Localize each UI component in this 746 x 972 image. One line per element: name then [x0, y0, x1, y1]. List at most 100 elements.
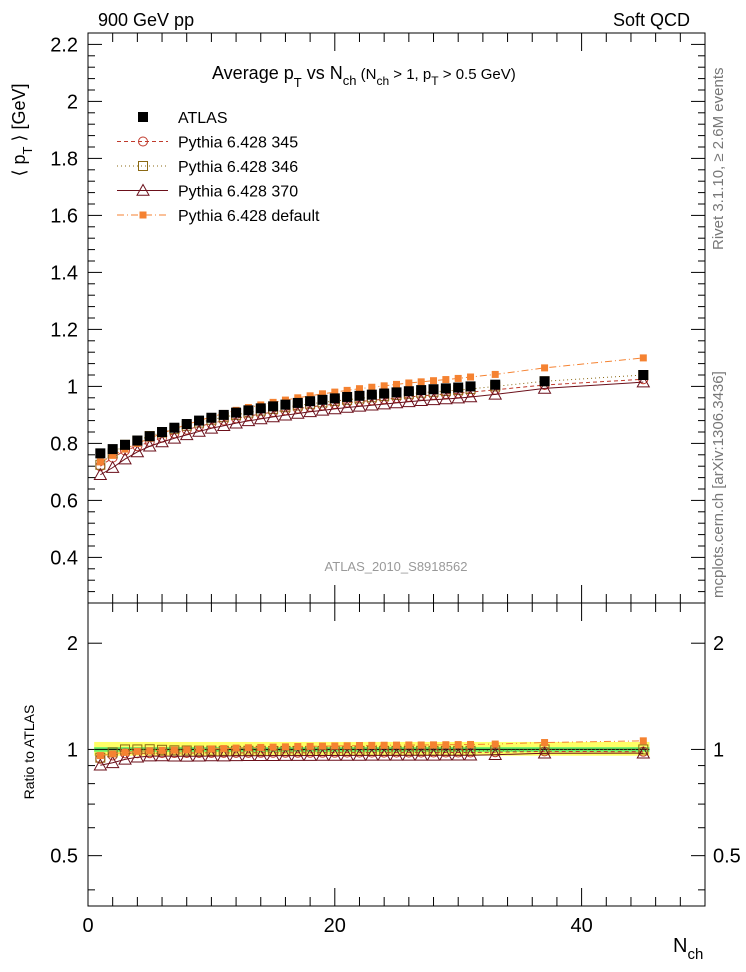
ratio-y-tick-label-right: 0.5	[713, 846, 741, 868]
data-point-pythia-6-428-default	[639, 354, 647, 362]
data-point-pythia-6-428-default	[491, 370, 499, 378]
data-point-pythia-6-428-370	[167, 431, 182, 444]
ratio-point-pythia-6-428-default	[158, 746, 166, 754]
legend-label-atlas: ATLAS	[178, 110, 228, 127]
data-point-pythia-6-428-370	[426, 392, 441, 406]
data-point-pythia-6-428-370	[327, 401, 342, 415]
data-point-atlas	[366, 389, 377, 400]
data-point-atlas	[453, 382, 464, 393]
data-point-atlas	[354, 390, 365, 401]
data-point-pythia-6-428-370	[439, 391, 453, 405]
data-point-pythia-6-428-370	[266, 409, 280, 423]
ratio-point-pythia-6-428-default	[133, 747, 141, 755]
data-point-atlas	[391, 387, 402, 398]
ratio-point-pythia-6-428-370	[204, 748, 219, 762]
data-point-pythia-6-428-370	[204, 421, 219, 434]
ratio-point-pythia-6-428-370	[364, 748, 379, 761]
ratio-point-pythia-6-428-370	[340, 748, 354, 761]
legend-label-pythia-6-428-346: Pythia 6.428 346	[178, 159, 298, 176]
data-point-pythia-6-428-370	[451, 391, 466, 404]
ratio-point-pythia-6-428-default	[343, 742, 351, 750]
data-point-pythia-6-428-370	[229, 416, 243, 429]
data-point-atlas	[280, 399, 291, 410]
ratio-point-pythia-6-428-default	[170, 746, 178, 754]
data-point-pythia-6-428-default	[96, 458, 104, 466]
ratio-point-pythia-6-428-370	[636, 746, 651, 759]
ratio-panel: 0 20 40 0.5 0.5 1 1 2 2	[50, 603, 741, 937]
data-point-pythia-6-428-default	[405, 379, 413, 387]
data-point-atlas	[317, 394, 328, 405]
y-tick-label: 1.4	[50, 262, 78, 284]
ratio-point-pythia-6-428-default	[467, 740, 475, 748]
data-point-pythia-6-428-default	[355, 385, 363, 393]
ratio-point-pythia-6-428-346	[181, 745, 192, 756]
ratio-point-pythia-6-428-default	[109, 750, 117, 758]
ratio-point-pythia-6-428-default	[355, 742, 363, 750]
ratio-point-pythia-6-428-default	[380, 741, 388, 749]
ratio-point-pythia-6-428-370	[327, 748, 342, 761]
ratio-point-pythia-6-428-default	[244, 744, 252, 752]
ratio-point-pythia-6-428-346	[169, 745, 180, 756]
ratio-line-pythia-6-428-346	[100, 748, 644, 759]
data-point-pythia-6-428-370	[488, 387, 503, 400]
y-tick-label: 1.6	[50, 205, 78, 227]
data-point-pythia-6-428-default	[393, 380, 400, 388]
y-tick-label: 1	[67, 376, 78, 398]
chart-title: Average pT vs Nch (Nch > 1, pT > 0.5 GeV…	[212, 63, 516, 90]
main-panel: 0.4 0.6 0.8 1 1.2 1.4 1.6 1.8 2 2.2	[50, 32, 706, 603]
ratio-point-pythia-6-428-370	[118, 752, 132, 765]
data-point-atlas	[95, 448, 106, 459]
ratio-point-pythia-6-428-default	[281, 743, 289, 751]
ratio-y-tick-label: 1	[67, 739, 78, 761]
data-point-pythia-6-428-370	[340, 400, 354, 413]
ratio-point-pythia-6-428-370	[278, 748, 293, 761]
data-point-atlas	[329, 393, 340, 404]
ratio-point-pythia-6-428-default	[121, 748, 129, 756]
legend-label-pythia-6-428-370: Pythia 6.428 370	[178, 184, 298, 201]
ratio-point-pythia-6-428-370	[105, 755, 120, 769]
ratio-point-pythia-6-428-346	[638, 744, 649, 755]
legend: ATLAS Pythia 6.428 345 Pythia 6.428 346 Pyt…	[117, 110, 320, 225]
ratio-point-pythia-6-428-370	[439, 748, 453, 761]
y-tick-label: 1.8	[50, 148, 78, 170]
header-right-label: Soft QCD	[613, 10, 690, 30]
ratio-point-pythia-6-428-370	[303, 748, 317, 761]
ratio-point-pythia-6-428-default	[331, 742, 339, 750]
ratio-point-pythia-6-428-default	[257, 743, 265, 751]
y-tick-label: 0.6	[50, 490, 78, 512]
data-point-atlas	[157, 427, 168, 437]
data-point-pythia-6-428-default	[380, 382, 388, 390]
data-point-atlas	[465, 381, 476, 392]
data-point-atlas	[231, 407, 242, 418]
ratio-y-tick-label: 2	[67, 633, 78, 655]
y-tick-label: 1.2	[50, 319, 78, 341]
ratio-point-pythia-6-428-default	[491, 740, 499, 748]
data-point-pythia-6-428-370	[216, 418, 231, 432]
y-tick-label: 2.2	[50, 34, 78, 56]
ratio-point-pythia-6-428-370	[463, 748, 478, 761]
data-point-pythia-6-428-default	[331, 388, 339, 396]
ratio-point-pythia-6-428-370	[179, 749, 194, 762]
y-axis-label: ⟨ pT ⟩ [GeV]	[9, 83, 35, 176]
ratio-y-tick-label: 0.5	[50, 846, 78, 868]
data-point-pythia-6-428-370	[179, 427, 194, 441]
ratio-point-pythia-6-428-default	[442, 741, 450, 749]
data-point-atlas	[268, 401, 279, 412]
series-line-pythia-6-428-default	[100, 357, 644, 463]
data-point-atlas	[243, 405, 254, 416]
y-tick-label: 0.8	[50, 433, 78, 455]
ratio-point-pythia-6-428-370	[142, 749, 157, 762]
ratio-point-pythia-6-428-370	[451, 748, 466, 761]
ratio-point-pythia-6-428-default	[430, 741, 438, 749]
legend-marker-pythia-6-428-346	[138, 161, 148, 171]
data-point-atlas	[132, 435, 143, 446]
legend-marker-pythia-6-428-345	[138, 136, 148, 147]
data-point-pythia-6-428-370	[389, 395, 404, 409]
data-point-pythia-6-428-370	[93, 467, 108, 481]
header-left-label: 900 GeV pp	[98, 10, 194, 30]
data-point-pythia-6-428-370	[142, 439, 157, 452]
data-point-pythia-6-428-default	[467, 373, 475, 381]
ratio-point-pythia-6-428-default	[294, 743, 302, 751]
ratio-point-pythia-6-428-370	[192, 749, 206, 762]
